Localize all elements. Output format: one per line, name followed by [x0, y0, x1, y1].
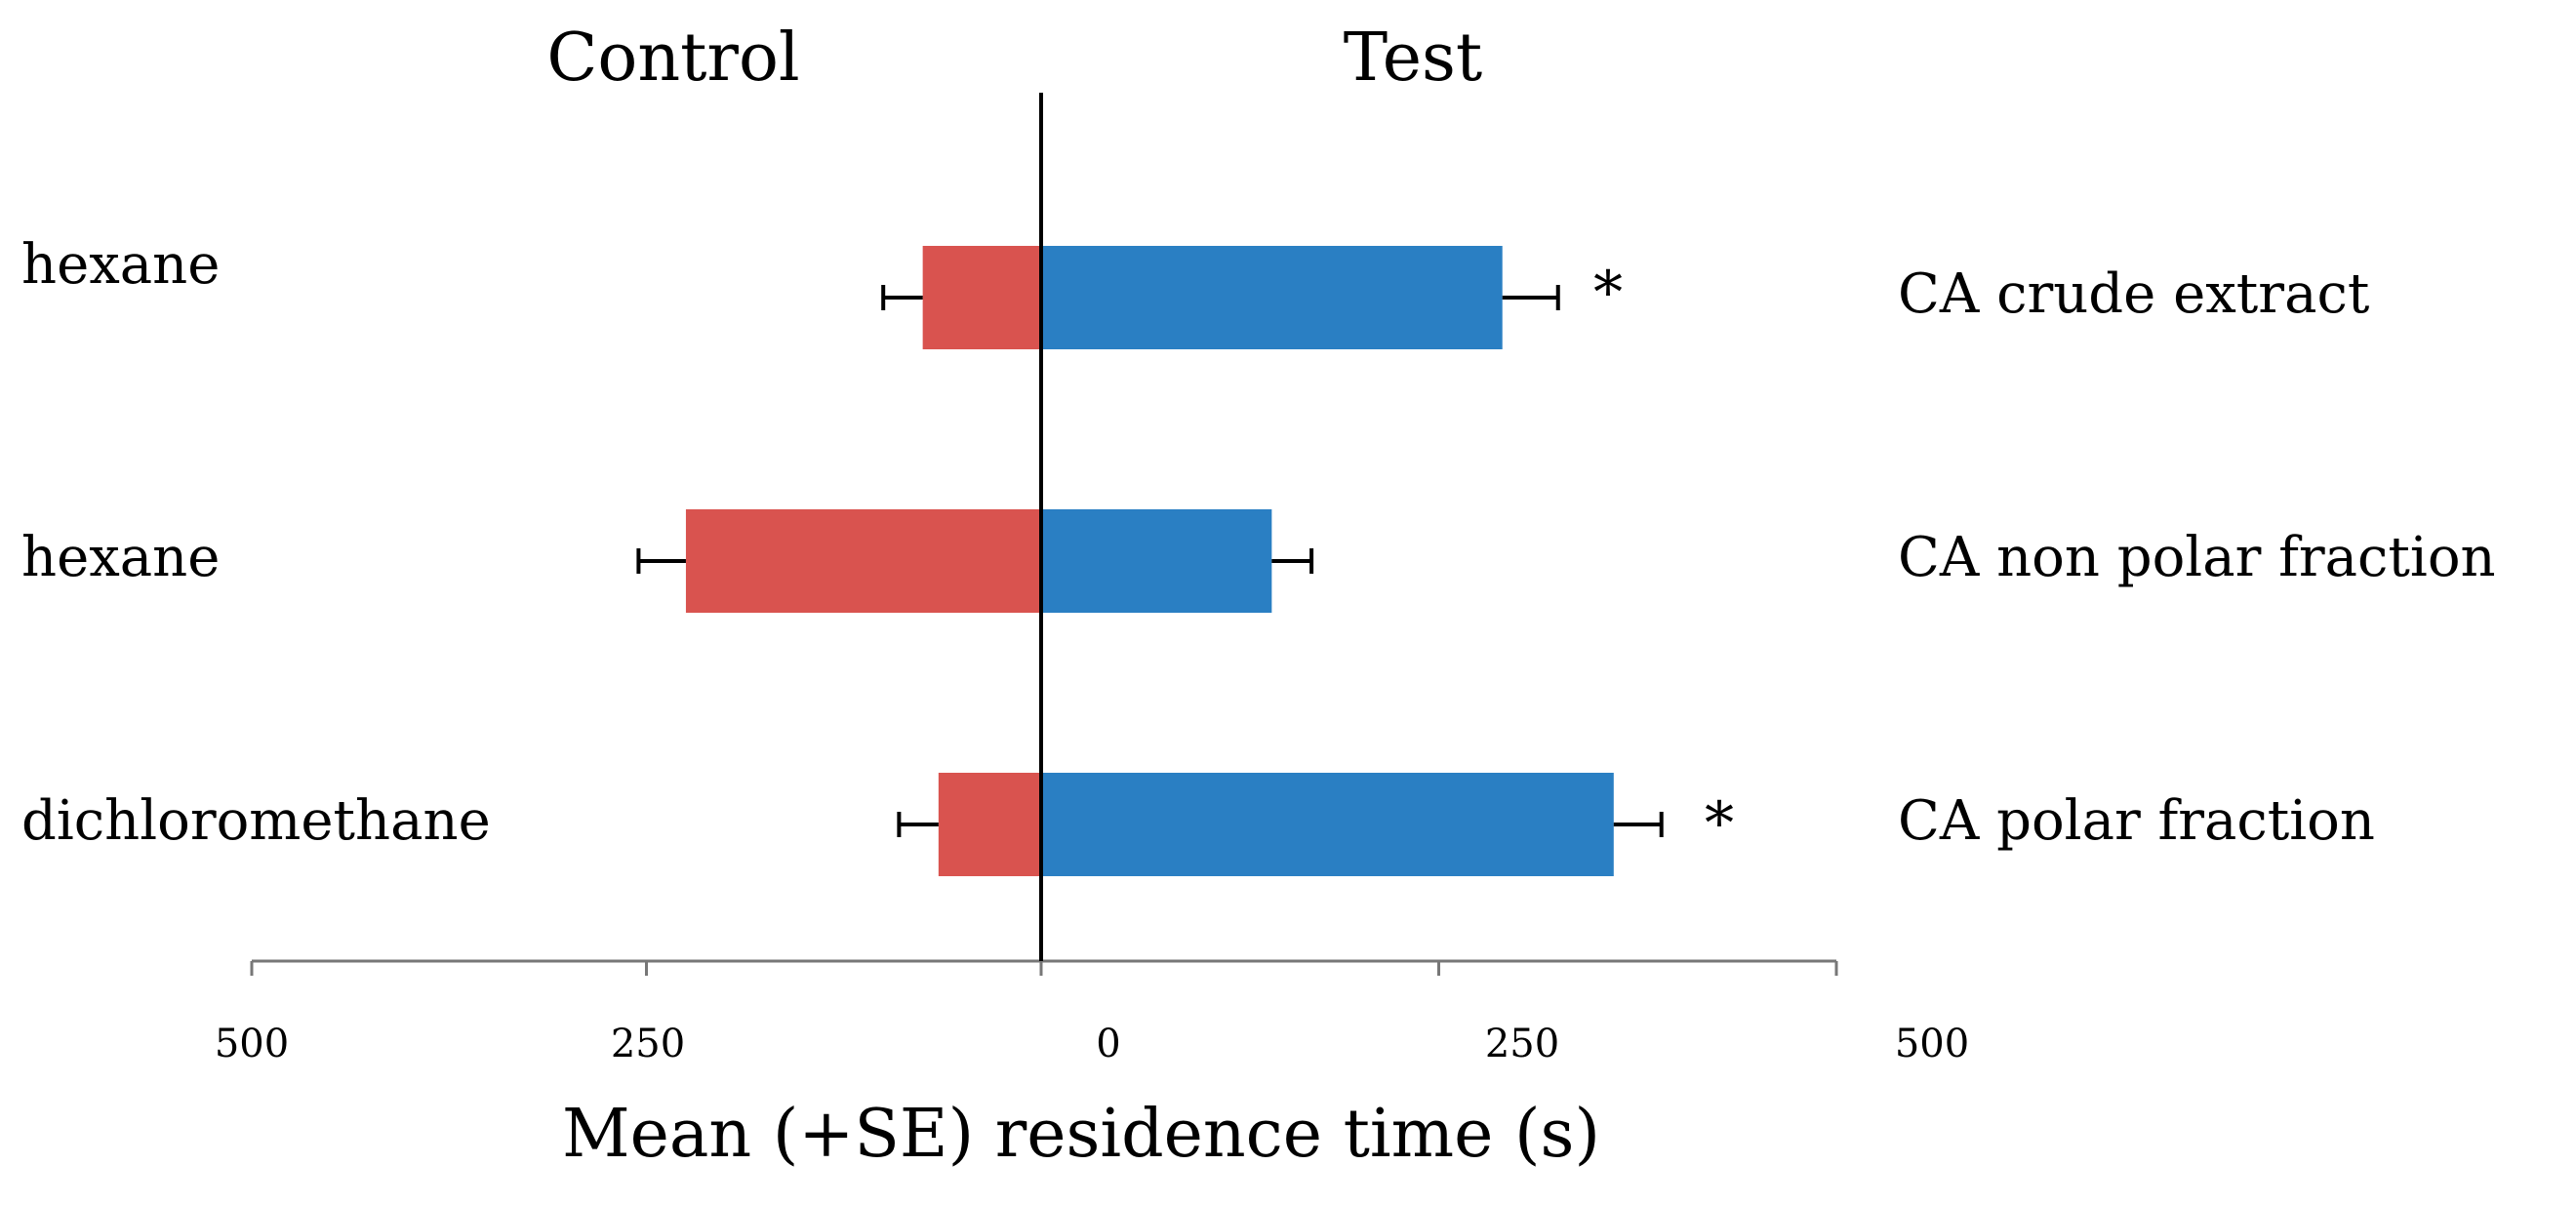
test-bar-row-2 [1041, 509, 1272, 613]
test-label-row-2: CA non polar fraction [1898, 526, 2496, 589]
x-tick-label-3: 0 [1096, 1022, 1120, 1066]
control-bar-row-3 [938, 773, 1041, 876]
x-tick-label-5: 500 [1895, 1022, 1969, 1066]
x-tick-label-2: 250 [611, 1022, 685, 1066]
chart-marks [250, 246, 1838, 976]
control-bar-row-1 [922, 246, 1041, 349]
control-bar-row-2 [685, 509, 1041, 613]
significance-marker-row-1: * [1593, 259, 1623, 327]
x-tick-label-4: 250 [1485, 1022, 1559, 1066]
x-tick-label-1: 500 [215, 1022, 289, 1066]
test-bar-row-3 [1041, 773, 1614, 876]
test-label-row-1: CA crude extract [1898, 262, 2370, 326]
test-label-row-3: CA polar fraction [1898, 789, 2375, 853]
control-label-row-1: hexane [21, 233, 220, 297]
significance-marker-row-3: * [1705, 789, 1734, 858]
x-axis-label: Mean (+SE) residence time (s) [562, 1096, 1600, 1173]
control-label-row-2: hexane [21, 526, 220, 589]
test-side-label: Test [1344, 20, 1483, 97]
test-bar-row-1 [1041, 246, 1503, 349]
control-label-row-3: dichloromethane [21, 789, 491, 853]
control-side-label: Control [546, 20, 799, 97]
